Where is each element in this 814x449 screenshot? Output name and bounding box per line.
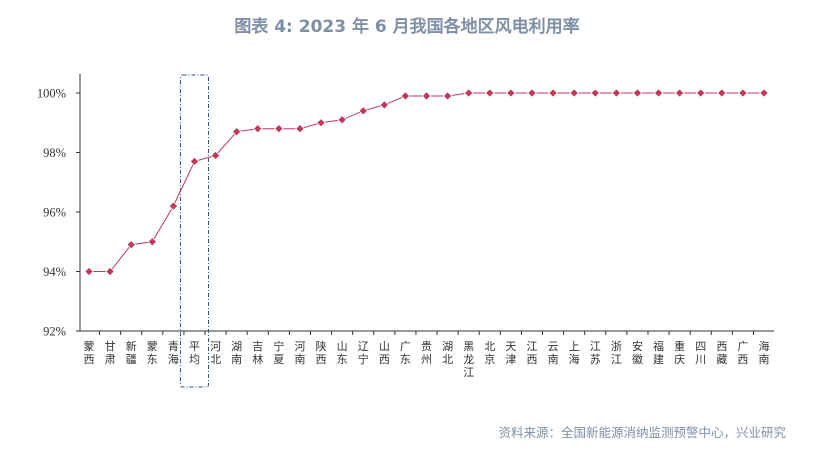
x-tick-label: 广西 bbox=[737, 340, 748, 366]
data-point bbox=[548, 88, 558, 98]
data-point bbox=[231, 126, 242, 137]
x-tick-label: 四川 bbox=[695, 340, 706, 366]
x-tick-label: 吉林 bbox=[252, 340, 263, 366]
x-tick-label: 河北 bbox=[210, 340, 221, 366]
y-tick-label: 94% bbox=[43, 265, 66, 279]
data-point bbox=[717, 88, 727, 98]
data-point bbox=[674, 88, 685, 98]
x-tick-label: 天津 bbox=[505, 340, 516, 366]
data-point bbox=[84, 266, 94, 277]
highlight-box bbox=[179, 74, 209, 388]
data-point bbox=[463, 88, 474, 98]
data-point bbox=[274, 123, 284, 134]
x-tick-label: 重庆 bbox=[674, 339, 685, 366]
x-tick-labels: 蒙西甘肃新疆蒙东青海平均河北湖南吉林宁夏河南陕西山东辽宁山西广东贵州湖北黑龙江北… bbox=[84, 331, 770, 379]
x-tick-label: 黑龙江 bbox=[463, 340, 474, 379]
x-tick-label: 北京 bbox=[484, 340, 495, 366]
data-point bbox=[189, 156, 200, 167]
series-layer bbox=[84, 88, 769, 277]
x-tick-label: 辽宁 bbox=[358, 340, 369, 366]
x-tick-label: 湖南 bbox=[231, 340, 242, 366]
x-tick-label: 蒙西 bbox=[84, 340, 95, 366]
x-tick-label: 湖北 bbox=[442, 340, 453, 366]
data-point bbox=[210, 150, 221, 161]
y-tick-label: 100% bbox=[37, 87, 66, 101]
x-tick-label: 安徽 bbox=[632, 339, 643, 366]
data-point bbox=[252, 123, 263, 134]
y-tick-label: 98% bbox=[43, 146, 66, 160]
x-tick-label: 海南 bbox=[759, 339, 770, 366]
x-tick-label: 江苏 bbox=[590, 340, 601, 366]
data-point bbox=[168, 201, 179, 211]
data-point bbox=[695, 88, 706, 98]
x-tick-label: 江西 bbox=[526, 340, 537, 366]
data-point bbox=[527, 88, 537, 98]
y-tick-labels: 92% 94% 96% 98% 100% bbox=[37, 87, 80, 339]
source-note: 资料来源：全国新能源消纳监测预警中心，兴业研究 bbox=[498, 425, 786, 440]
x-tick-label: 浙江 bbox=[611, 340, 622, 366]
x-tick-label: 平均 bbox=[189, 340, 200, 366]
data-point bbox=[442, 91, 453, 101]
data-point bbox=[105, 266, 115, 277]
data-point bbox=[569, 88, 579, 98]
x-tick-label: 广东 bbox=[400, 340, 411, 366]
data-point bbox=[126, 239, 136, 250]
x-tick-label: 福建 bbox=[653, 339, 664, 366]
data-point bbox=[611, 88, 622, 98]
x-tick-label: 山东 bbox=[337, 340, 348, 366]
data-point bbox=[759, 88, 769, 98]
y-tick-label: 96% bbox=[43, 206, 66, 220]
data-point bbox=[421, 91, 432, 101]
data-point bbox=[337, 115, 347, 125]
data-point bbox=[485, 88, 495, 98]
x-tick-label: 青海 bbox=[168, 340, 179, 366]
x-tick-label: 西藏 bbox=[716, 340, 727, 366]
series-line bbox=[89, 92, 764, 272]
x-tick-label: 宁夏 bbox=[273, 339, 284, 366]
x-tick-label: 河南 bbox=[294, 340, 305, 366]
data-point bbox=[506, 88, 516, 98]
data-point bbox=[316, 117, 326, 128]
x-tick-label: 云南 bbox=[548, 340, 559, 366]
data-point bbox=[147, 236, 158, 247]
x-tick-label: 上海 bbox=[569, 340, 580, 366]
data-point bbox=[379, 100, 390, 110]
x-tick-label: 甘肃 bbox=[105, 340, 116, 366]
data-point bbox=[295, 123, 305, 134]
data-point bbox=[653, 88, 664, 98]
data-point bbox=[738, 88, 748, 98]
data-point bbox=[632, 88, 643, 98]
data-point bbox=[400, 91, 411, 101]
x-tick-label: 贵州 bbox=[421, 340, 432, 366]
chart-title: 图表 4: 2023 年 6 月我国各地区风电利用率 bbox=[234, 17, 580, 37]
data-point bbox=[358, 106, 368, 116]
highlight-rect bbox=[179, 74, 209, 388]
x-tick-label: 新疆 bbox=[126, 339, 137, 366]
axes bbox=[79, 74, 774, 332]
x-tick-label: 蒙东 bbox=[147, 340, 158, 366]
x-tick-label: 山西 bbox=[379, 340, 390, 366]
y-tick-label: 92% bbox=[43, 325, 66, 339]
x-tick-label: 陕西 bbox=[316, 339, 327, 366]
data-point bbox=[590, 88, 601, 98]
